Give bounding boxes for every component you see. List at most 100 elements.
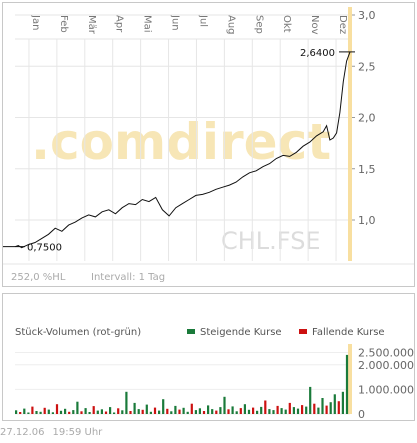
volume-bar	[305, 406, 308, 414]
start-value-label: 0,7500	[27, 243, 62, 254]
volume-bar	[141, 409, 144, 414]
volume-bar	[235, 411, 238, 414]
volume-bar	[133, 402, 136, 414]
current-period-highlight	[348, 7, 352, 261]
volume-bar	[145, 404, 148, 414]
volume-bar	[207, 405, 210, 414]
interval-label: Intervall: 1 Tag	[91, 272, 165, 283]
volume-bar	[129, 411, 132, 414]
volume-bar	[264, 400, 267, 414]
volume-bar	[182, 407, 185, 414]
volume-bar	[223, 396, 226, 414]
end-value-label: 2,6400	[300, 48, 335, 59]
price-chart: .comdirect CHL.FSE Jan Feb Mär Apr Mai Jun Jul Au…	[3, 7, 414, 283]
volume-bar	[51, 412, 54, 414]
x-tick-label: Feb	[58, 15, 69, 33]
volume-bar	[137, 409, 140, 414]
volume-bar	[284, 409, 287, 414]
volume-bar	[252, 407, 255, 414]
volume-bar	[243, 404, 246, 414]
volume-bar	[288, 402, 291, 414]
volume-bar	[47, 409, 50, 414]
symbol-watermark: CHL.FSE	[221, 227, 321, 255]
volume-bar	[153, 407, 157, 414]
volume-bar	[174, 405, 177, 414]
volume-bar	[104, 411, 108, 414]
volume-tick-label: 1.000.000	[358, 383, 414, 396]
volume-bar	[272, 410, 275, 414]
volume-bar	[158, 410, 161, 414]
y-tick-label: 3,0	[358, 9, 376, 22]
x-tick-label: Mär	[86, 15, 97, 35]
volume-bar	[31, 406, 34, 414]
legend-label: Fallende Kurse	[312, 327, 385, 338]
volume-bar	[178, 409, 181, 414]
volume-bar	[292, 407, 295, 414]
x-tick-label: Nov	[309, 15, 320, 35]
volume-bar	[35, 411, 38, 414]
footer: 27.12.06 19:59 Uhr	[0, 427, 110, 438]
volume-bar	[296, 408, 300, 414]
volume-bar	[92, 406, 95, 414]
volume-bar	[333, 394, 336, 414]
volume-bar	[247, 409, 251, 414]
volume-bar	[125, 391, 128, 414]
volume-bar	[72, 410, 75, 414]
volume-bar	[313, 403, 316, 414]
volume-bar	[39, 411, 42, 414]
price-chart-panel: .comdirect CHL.FSE Jan Feb Mär Apr Mai Jun Jul Au…	[2, 2, 415, 287]
volume-bar	[321, 398, 324, 414]
volume-bar	[219, 407, 222, 414]
volume-bar	[215, 410, 218, 414]
price-line	[14, 51, 351, 249]
volume-bar	[68, 411, 71, 414]
volume-tick-label: 0	[358, 408, 365, 420]
volume-chart: Stück-Volumen (rot-grün) Steigende Kurse F…	[15, 327, 414, 421]
volume-bar	[100, 409, 103, 414]
y-tick-label: 2,5	[358, 60, 376, 73]
volume-bar	[170, 411, 173, 414]
volume-bar	[88, 412, 91, 414]
legend-swatch	[299, 329, 307, 334]
x-tick-label: Mai	[142, 15, 153, 33]
volume-bar	[301, 405, 304, 414]
volume-bar	[198, 408, 201, 414]
change-percent-label: 252,0 %HL	[11, 272, 66, 283]
volume-title: Stück-Volumen (rot-grün)	[15, 327, 141, 338]
x-tick-label: Sep	[253, 15, 264, 34]
volume-bar	[268, 409, 271, 414]
volume-bar	[166, 408, 169, 414]
volume-bar	[227, 409, 230, 414]
volume-bar	[256, 410, 259, 414]
volume-bar	[117, 408, 120, 414]
volume-bar	[260, 406, 263, 414]
volume-bar	[194, 410, 197, 414]
volume-bar	[280, 408, 283, 414]
legend-swatch	[187, 329, 195, 334]
volume-bar	[162, 399, 165, 414]
volume-bar	[23, 408, 26, 414]
x-tick-label: Dez	[337, 15, 348, 34]
legend-label: Steigende Kurse	[200, 327, 282, 338]
volume-bar	[276, 405, 279, 414]
volume-bar	[329, 402, 332, 414]
x-tick-label: Jan	[30, 14, 41, 30]
volume-bar	[341, 391, 344, 414]
volume-bar	[59, 410, 63, 414]
volume-bar	[239, 408, 242, 414]
volume-bar	[19, 412, 22, 414]
volume-bar	[80, 411, 83, 414]
volume-bar	[211, 409, 214, 414]
volume-bar	[96, 410, 99, 414]
volume-bar	[55, 404, 59, 414]
volume-bar	[76, 401, 79, 414]
volume-bar	[15, 410, 18, 414]
volume-bar	[149, 411, 152, 414]
volume-bar	[190, 403, 193, 414]
y-tick-label: 1,0	[358, 214, 376, 227]
y-tick-label: 2,0	[358, 112, 376, 125]
y-tick-label: 1,5	[358, 163, 376, 176]
watermark-text: .comdirect	[31, 113, 331, 171]
volume-bar	[113, 412, 116, 414]
volume-tick-label: 2.000.000	[358, 359, 414, 372]
